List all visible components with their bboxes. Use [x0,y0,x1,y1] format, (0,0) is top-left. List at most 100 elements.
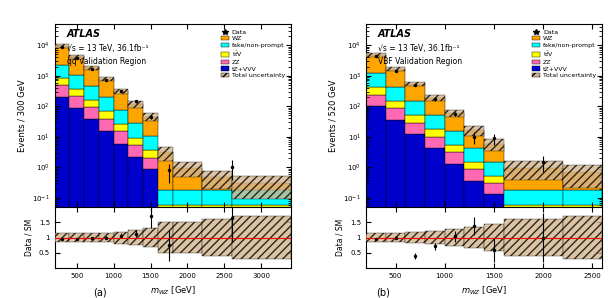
Bar [128,101,143,108]
Bar [366,53,385,57]
Bar [114,124,128,131]
Y-axis label: Data / SM: Data / SM [336,219,345,256]
Bar [465,169,484,181]
Bar [562,216,602,259]
Bar [465,181,484,298]
Y-axis label: Events / 520 GeV: Events / 520 GeV [329,79,338,152]
Bar [84,233,99,242]
Bar [503,190,562,205]
Text: q̅q̅ Validation Region: q̅q̅ Validation Region [66,57,146,66]
Bar [143,229,158,247]
Bar [465,126,484,136]
Bar [202,190,232,205]
Bar [562,165,602,188]
Bar [99,131,114,298]
Bar [173,222,202,253]
Bar [84,66,99,70]
Bar [484,144,503,162]
Bar [385,108,406,120]
Bar [406,84,425,101]
Bar [484,194,503,298]
Bar [232,190,291,205]
Legend: Data, WZ, fake/non-prompt, t$\bar{t}$V, ZZ, tZ+VVV, Total uncertainty: Data, WZ, fake/non-prompt, t$\bar{t}$V, … [530,27,599,81]
Bar [503,168,562,190]
Text: ATLAS: ATLAS [66,29,100,39]
X-axis label: $m_{WZ}$ [GeV]: $m_{WZ}$ [GeV] [150,285,196,297]
Bar [114,131,128,144]
Bar [99,79,114,97]
Bar [55,86,69,97]
Bar [484,162,503,176]
Bar [406,115,425,123]
Bar [128,145,143,157]
Bar [484,176,503,183]
Bar [84,100,99,107]
Bar [444,152,465,164]
Bar [69,56,84,75]
Bar [55,44,69,48]
Bar [232,183,291,190]
Bar [366,73,385,87]
Bar [55,97,69,298]
Bar [69,89,84,96]
Bar [128,138,143,145]
Bar [465,227,484,248]
Bar [158,205,173,298]
Bar [173,205,202,298]
Bar [173,168,202,190]
Bar [143,150,158,158]
Bar [425,129,444,137]
Bar [158,152,173,190]
Bar [99,77,114,81]
Bar [114,89,128,94]
Bar [406,134,425,298]
Bar [69,108,84,298]
Bar [366,55,385,73]
Bar [158,222,173,253]
Bar [484,139,503,151]
Bar [444,113,465,131]
Bar [465,162,484,169]
Bar [444,110,465,117]
Bar [503,219,562,256]
Bar [99,111,114,119]
Bar [366,87,385,95]
Bar [114,144,128,298]
Bar [128,123,143,138]
Bar [503,205,562,298]
Bar [143,113,158,121]
Bar [99,119,114,131]
Bar [202,205,232,298]
Bar [406,123,425,134]
Text: ATLAS: ATLAS [378,29,412,39]
Bar [425,137,444,148]
Bar [143,136,158,150]
Bar [232,176,291,199]
Bar [444,145,465,152]
Y-axis label: Data / SM: Data / SM [24,219,33,256]
Bar [425,95,444,101]
Bar [55,46,69,64]
Bar [465,148,484,162]
Bar [143,169,158,298]
Bar [406,232,425,243]
Bar [114,110,128,124]
Bar [173,162,202,177]
Bar [406,82,425,86]
Bar [55,233,69,242]
X-axis label: $m_{WZ}$ [GeV]: $m_{WZ}$ [GeV] [461,285,507,297]
Bar [69,96,84,108]
Bar [84,67,99,86]
Bar [69,233,84,242]
Bar [99,233,114,242]
Bar [84,86,99,100]
Bar [84,119,99,298]
Text: (b): (b) [376,287,390,297]
Bar [385,101,406,108]
Bar [444,131,465,145]
Bar [232,205,291,298]
Bar [484,224,503,252]
Bar [114,232,128,244]
Bar [425,115,444,129]
Bar [385,120,406,298]
